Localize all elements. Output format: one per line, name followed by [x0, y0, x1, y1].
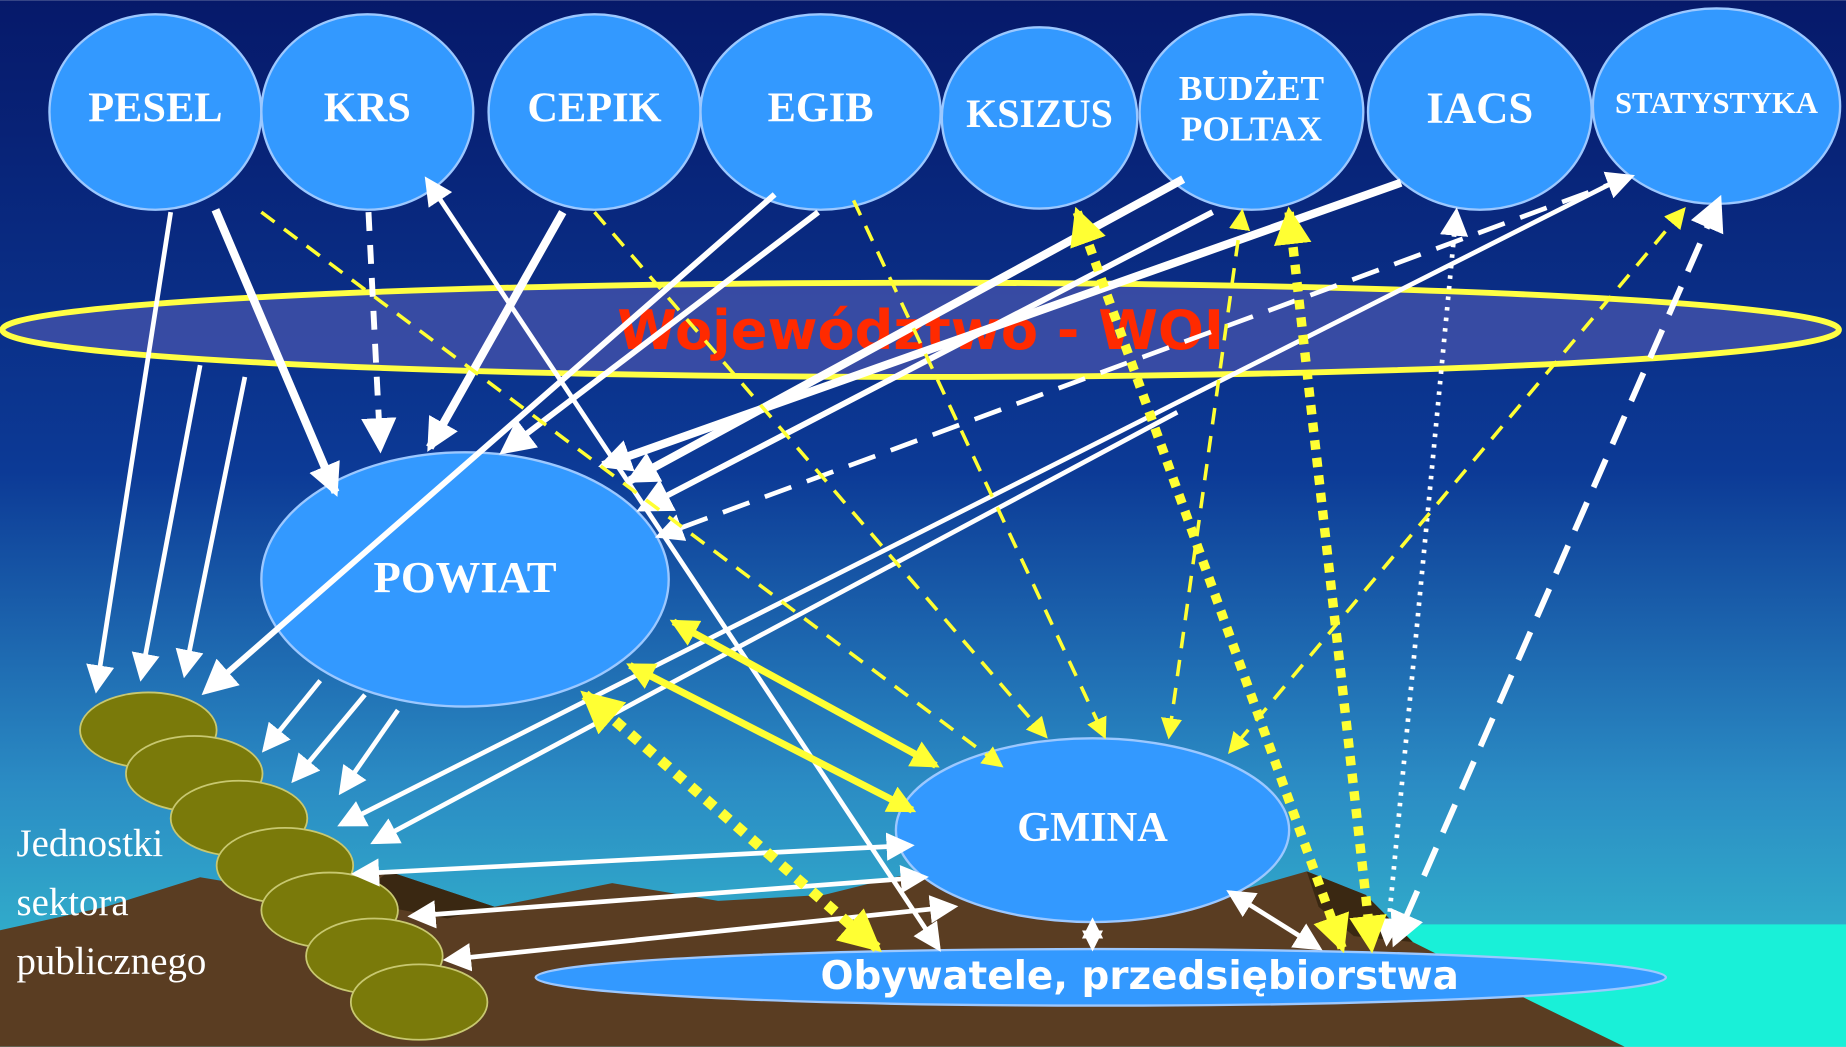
register-label: BUDŻET	[1179, 69, 1325, 108]
register-label: IACS	[1426, 82, 1533, 132]
citizens-label: Obywatele, przedsiębiorstwa	[820, 954, 1458, 999]
powiat-label: POWIAT	[374, 552, 557, 602]
page: Województwo - WOI POWIAT GMINA Obywatele…	[0, 0, 1846, 1047]
register-label: KSIZUS	[966, 91, 1113, 136]
public-units-label: sektora	[16, 881, 128, 924]
public-units-label: publicznego	[16, 940, 206, 983]
diagram: Województwo - WOI POWIAT GMINA Obywatele…	[0, 0, 1846, 1047]
register-label: POLTAX	[1181, 109, 1323, 148]
register-label: PESEL	[88, 85, 222, 132]
register-label: STATYSTYKA	[1615, 86, 1818, 120]
register-label: KRS	[324, 85, 411, 132]
register-label: EGIB	[768, 85, 874, 132]
public-units-label: Jednostki	[16, 822, 163, 865]
gmina-label: GMINA	[1017, 804, 1168, 851]
public-unit	[351, 964, 488, 1039]
register-label: CEPIK	[527, 85, 661, 132]
